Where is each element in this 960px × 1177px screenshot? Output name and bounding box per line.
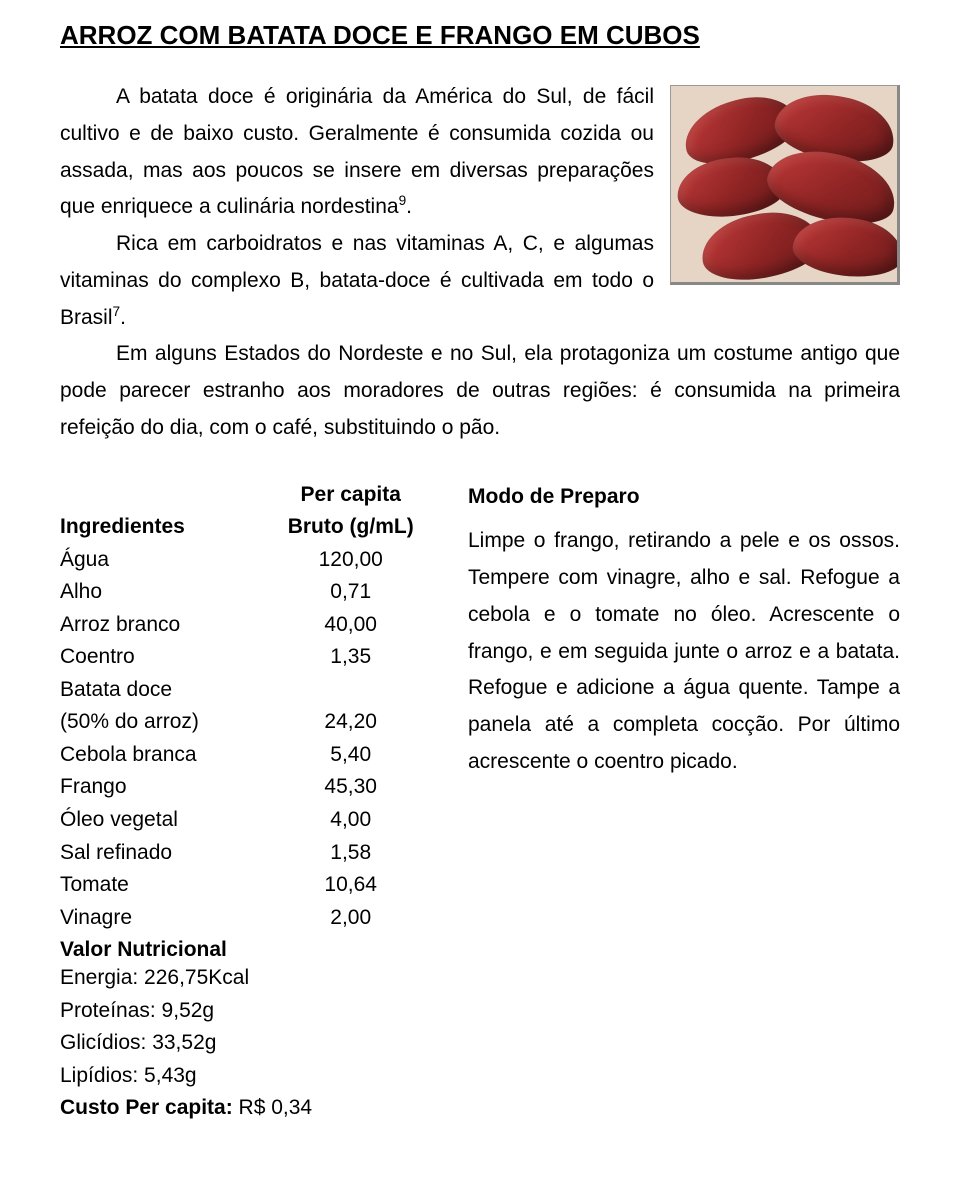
- ingredient-name: Água: [60, 544, 273, 577]
- header-label: Bruto (g/mL): [288, 515, 414, 538]
- ingredient-value: 10,64: [273, 869, 428, 902]
- ingredient-row: Água120,00: [60, 544, 428, 577]
- header-label: Ingredientes: [60, 515, 185, 538]
- intro-text: .: [120, 306, 126, 329]
- ingredient-value: 5,40: [273, 739, 428, 772]
- ingredient-value: 24,20: [273, 706, 428, 739]
- ingredient-row: Batata doce: [60, 674, 428, 707]
- ingredient-name: Frango: [60, 771, 273, 804]
- cost-label: Custo Per capita:: [60, 1096, 239, 1119]
- ingredient-name: Tomate: [60, 869, 273, 902]
- ingredient-value: 2,00: [273, 902, 428, 935]
- ingredient-row: Sal refinado1,58: [60, 837, 428, 870]
- ingredient-value: [273, 674, 428, 707]
- recipe-title: ARROZ COM BATATA DOCE E FRANGO EM CUBOS: [60, 20, 900, 51]
- ingredient-value: 40,00: [273, 609, 428, 642]
- ingredient-row: Arroz branco40,00: [60, 609, 428, 642]
- nutrition-title: Valor Nutricional: [60, 938, 428, 962]
- nutrition-line: Proteínas: 9,52g: [60, 995, 428, 1028]
- ingredient-name: Alho: [60, 576, 273, 609]
- ingredients-column: Ingredientes Per capita Bruto (g/mL) Águ…: [60, 479, 428, 1125]
- intro-text: .: [406, 195, 412, 218]
- ingredient-name: Batata doce: [60, 674, 273, 707]
- ingredients-table: Ingredientes Per capita Bruto (g/mL) Águ…: [60, 479, 428, 935]
- intro-section: A batata doce é originária da América do…: [60, 79, 900, 447]
- ingredients-header: Ingredientes Per capita Bruto (g/mL): [60, 479, 428, 544]
- ingredients-rows: Água120,00Alho0,71Arroz branco40,00Coent…: [60, 544, 428, 935]
- ingredient-name: Óleo vegetal: [60, 804, 273, 837]
- sweet-potato-photo: [670, 85, 900, 285]
- ingredient-name: Sal refinado: [60, 837, 273, 870]
- nutrition-line: Glicídios: 33,52g: [60, 1027, 428, 1060]
- intro-paragraph-3: Em alguns Estados do Nordeste e no Sul, …: [60, 336, 900, 446]
- ingredients-header-name: Ingredientes: [60, 479, 273, 544]
- nutrition-lines: Energia: 226,75KcalProteínas: 9,52gGlicí…: [60, 962, 428, 1092]
- ingredient-row: (50% do arroz)24,20: [60, 706, 428, 739]
- ingredient-name: Arroz branco: [60, 609, 273, 642]
- ingredient-name: Vinagre: [60, 902, 273, 935]
- footnote-ref: 7: [113, 304, 121, 319]
- intro-text: A batata doce é originária da América do…: [60, 85, 654, 218]
- nutrition-line: Energia: 226,75Kcal: [60, 962, 428, 995]
- ingredient-value: 45,30: [273, 771, 428, 804]
- nutrition-line: Lipídios: 5,43g: [60, 1060, 428, 1093]
- ingredient-row: Coentro1,35: [60, 641, 428, 674]
- cost-line: Custo Per capita: R$ 0,34: [60, 1092, 428, 1125]
- ingredient-value: 1,35: [273, 641, 428, 674]
- preparation-column: Modo de Preparo Limpe o frango, retirand…: [468, 479, 900, 781]
- ingredient-row: Frango45,30: [60, 771, 428, 804]
- cost-value: R$ 0,34: [239, 1096, 313, 1119]
- ingredient-name: (50% do arroz): [60, 706, 273, 739]
- ingredient-row: Vinagre2,00: [60, 902, 428, 935]
- content-columns: Ingredientes Per capita Bruto (g/mL) Águ…: [60, 479, 900, 1125]
- header-label: Per capita: [301, 483, 401, 506]
- ingredient-row: Cebola branca5,40: [60, 739, 428, 772]
- ingredient-row: Alho0,71: [60, 576, 428, 609]
- ingredient-value: 120,00: [273, 544, 428, 577]
- ingredient-row: Tomate10,64: [60, 869, 428, 902]
- ingredients-header-value: Per capita Bruto (g/mL): [273, 479, 428, 544]
- ingredient-name: Cebola branca: [60, 739, 273, 772]
- ingredient-value: 4,00: [273, 804, 428, 837]
- intro-text: Rica em carboidratos e nas vitaminas A, …: [60, 232, 654, 329]
- ingredient-row: Óleo vegetal4,00: [60, 804, 428, 837]
- ingredient-value: 1,58: [273, 837, 428, 870]
- preparation-title: Modo de Preparo: [468, 479, 900, 516]
- ingredient-name: Coentro: [60, 641, 273, 674]
- ingredient-value: 0,71: [273, 576, 428, 609]
- preparation-body: Limpe o frango, retirando a pele e os os…: [468, 523, 900, 780]
